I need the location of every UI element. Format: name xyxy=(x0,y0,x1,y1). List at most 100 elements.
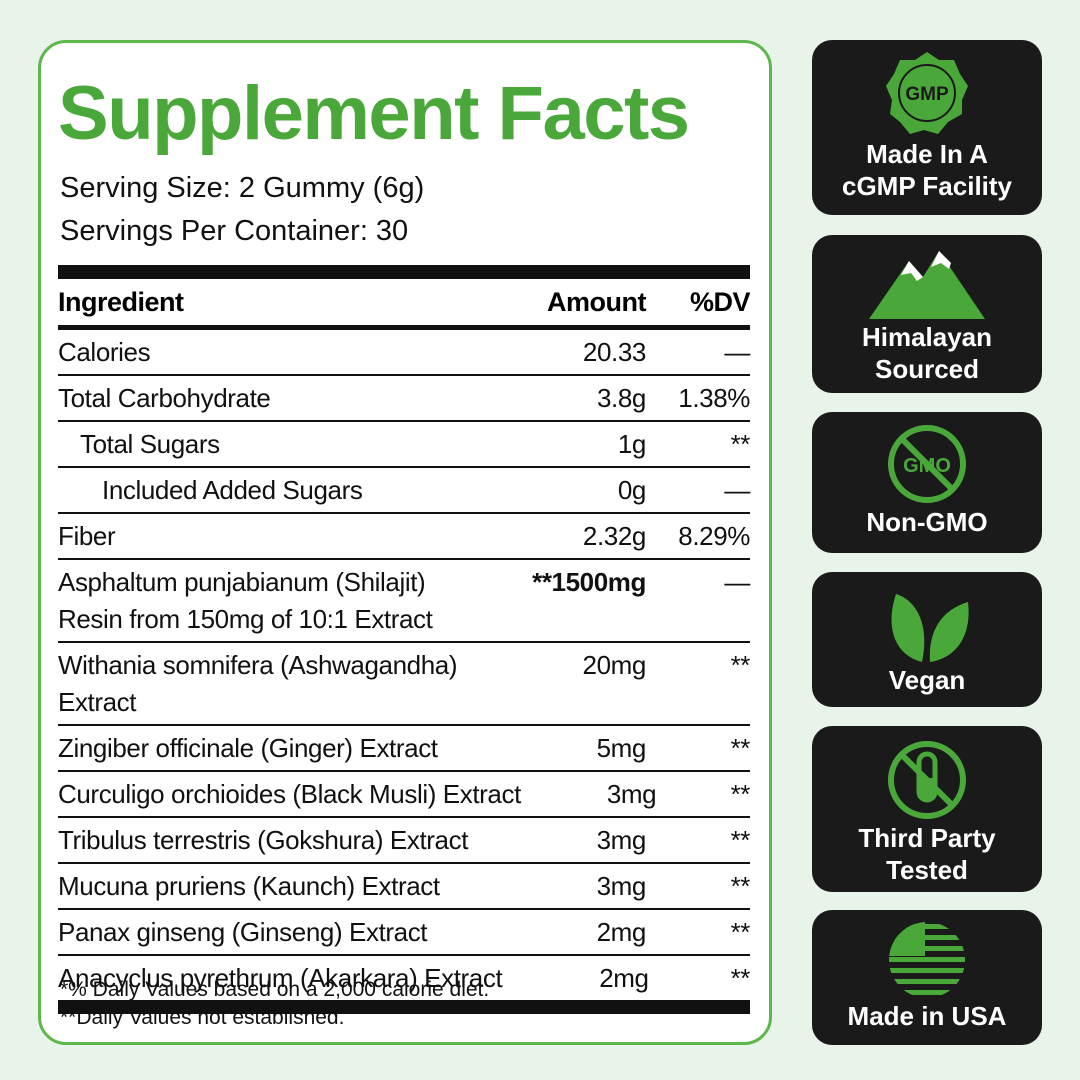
ingredient-name: Zingiber officinale (Ginger) Extract xyxy=(58,730,496,767)
table-row: Curculigo orchioides (Black Musli) Extra… xyxy=(58,772,750,818)
badge-icon xyxy=(889,922,965,998)
name-line: Included Added Sugars xyxy=(102,475,363,505)
badge: Himalayan Sourced xyxy=(812,235,1042,393)
badge-label: Made in USA xyxy=(847,1001,1007,1031)
amount: 3mg xyxy=(606,779,657,809)
daily-value: 1.38% xyxy=(678,383,750,413)
name-line: Withania somnifera (Ashwagandha) xyxy=(58,650,458,680)
header-cell: Amount xyxy=(547,286,646,317)
amount: 20.33 xyxy=(582,337,646,367)
badge: GMO Non-GMO xyxy=(812,412,1042,553)
badge-icon: GMP xyxy=(886,52,968,134)
name-line: Curculigo orchioides (Black Musli) Extra… xyxy=(58,779,521,809)
footnotes: *% Daily Values based on a 2,000 calorie… xyxy=(60,976,489,1032)
daily-value: — xyxy=(724,337,750,367)
name-line: Calories xyxy=(58,337,151,367)
table-row: Calories 20.33 — xyxy=(58,330,750,376)
table-row: Tribulus terrestris (Gokshura) Extract 3m… xyxy=(58,818,750,864)
amount: 20mg xyxy=(582,650,647,680)
daily-value: ** xyxy=(730,825,751,855)
table-row: Asphaltum punjabianum (Shilajit) Resin fr… xyxy=(58,560,750,643)
table-row: Withania somnifera (Ashwagandha) Extract 2… xyxy=(58,643,750,726)
footnote: **Daily Values not established. xyxy=(60,1006,345,1029)
amount: 1g xyxy=(617,429,647,459)
ingredient-name: Fiber xyxy=(58,518,496,555)
name-line: Resin from 150mg of 10:1 Extract xyxy=(58,604,433,634)
ingredient-name: Withania somnifera (Ashwagandha) Extract xyxy=(58,647,496,721)
badge-icon-text: GMP xyxy=(905,84,949,105)
badge: Made in USA xyxy=(812,910,1042,1045)
amount: **1500mg xyxy=(532,567,646,597)
name-line: Anacyclus pyrethrum (Akarkara) Extract xyxy=(58,963,503,993)
daily-value: — xyxy=(724,475,750,505)
table-row: Anacyclus pyrethrum (Akarkara) Extract 2m… xyxy=(58,956,750,1000)
name-line: Mucuna pruriens (Kaunch) Extract xyxy=(58,871,440,901)
badge-label: Third Party xyxy=(858,823,996,853)
amount: 3mg xyxy=(596,825,647,855)
table-row: Zingiber officinale (Ginger) Extract 5mg *… xyxy=(58,726,750,772)
amount: 5mg xyxy=(596,733,647,763)
name-line: Extract xyxy=(58,687,137,717)
table-row: Total Sugars 1g ** xyxy=(58,422,750,468)
badge: GMP Made In A cGMP Facility xyxy=(812,40,1042,215)
panel-title: Supplement Facts xyxy=(58,71,690,156)
badge-label: Vegan xyxy=(888,665,966,695)
daily-value: ** xyxy=(730,963,751,993)
daily-value: ** xyxy=(730,650,751,680)
ingredient-name: Asphaltum punjabianum (Shilajit) Resin fr… xyxy=(58,564,496,638)
table-row: Mucuna pruriens (Kaunch) Extract 3mg ** xyxy=(58,864,750,910)
table-row: Fiber 2.32g 8.29% xyxy=(58,514,750,560)
footnote: *% Daily Values based on a 2,000 calorie… xyxy=(60,978,490,1001)
badge-label: Non-GMO xyxy=(866,507,988,537)
name-line: Tribulus terrestris (Gokshura) Extract xyxy=(58,825,469,855)
header-cell: Ingredient xyxy=(58,286,184,317)
badge-icon xyxy=(888,741,966,819)
table-header: Ingredient Amount %DV xyxy=(58,279,751,330)
badge: Third Party Tested xyxy=(812,726,1042,892)
badge-icon xyxy=(891,594,969,662)
badge-icon-text: GMO xyxy=(903,455,951,477)
badge-label: Sourced xyxy=(874,354,980,384)
table-row: Total Carbohydrate 3.8g 1.38% xyxy=(58,376,750,422)
facts-panel xyxy=(38,40,772,1045)
facts-table: Ingredient Amount %DV Calories 20.33 — Tota… xyxy=(58,265,751,1014)
daily-value: ** xyxy=(730,429,751,459)
daily-value: — xyxy=(724,567,750,597)
ingredient-name: Panax ginseng (Ginseng) Extract xyxy=(58,914,496,951)
badge: Vegan xyxy=(812,572,1042,707)
daily-value: ** xyxy=(730,779,751,809)
servings-per-container: Servings Per Container: 30 xyxy=(60,215,409,247)
thick-rule xyxy=(58,1000,750,1014)
ingredient-name: Anacyclus pyrethrum (Akarkara) Extract xyxy=(58,960,503,997)
badge-label: cGMP Facility xyxy=(841,171,1013,201)
name-line: Panax ginseng (Ginseng) Extract xyxy=(58,917,428,947)
ingredient-name: Mucuna pruriens (Kaunch) Extract xyxy=(58,868,496,905)
amount: 2.32g xyxy=(582,521,646,551)
table-body: Calories 20.33 — Total Carbohydrate 3.8g 1.38… xyxy=(58,330,750,1000)
name-line: Asphaltum punjabianum (Shilajit) xyxy=(58,567,426,597)
daily-value: 8.29% xyxy=(678,521,750,551)
daily-value: ** xyxy=(730,917,751,947)
ingredient-name: Total Carbohydrate xyxy=(58,380,496,417)
serving-size: Serving Size: 2 Gummy (6g) xyxy=(60,172,425,204)
badge-icon: GMO xyxy=(888,425,966,503)
header-cell: %DV xyxy=(689,286,751,317)
ingredient-name: Included Added Sugars xyxy=(58,472,496,509)
name-line: Zingiber officinale (Ginger) Extract xyxy=(58,733,438,763)
name-line: Total Carbohydrate xyxy=(58,383,271,413)
badge-label: Himalayan xyxy=(861,322,993,352)
ingredient-name: Curculigo orchioides (Black Musli) Extra… xyxy=(58,776,521,813)
name-line: Total Sugars xyxy=(80,429,220,459)
ingredient-name: Calories xyxy=(58,334,496,371)
amount: 0g xyxy=(617,475,647,505)
amount: 3mg xyxy=(596,871,647,901)
badge-label: Made In A xyxy=(866,139,988,169)
badge-label: Tested xyxy=(886,855,968,885)
ingredient-name: Tribulus terrestris (Gokshura) Extract xyxy=(58,822,496,859)
daily-value: ** xyxy=(730,871,751,901)
amount: 2mg xyxy=(599,963,649,993)
badge-icon xyxy=(869,251,985,319)
table-row: Included Added Sugars 0g — xyxy=(58,468,750,514)
table-row: Panax ginseng (Ginseng) Extract 2mg ** xyxy=(58,910,750,956)
